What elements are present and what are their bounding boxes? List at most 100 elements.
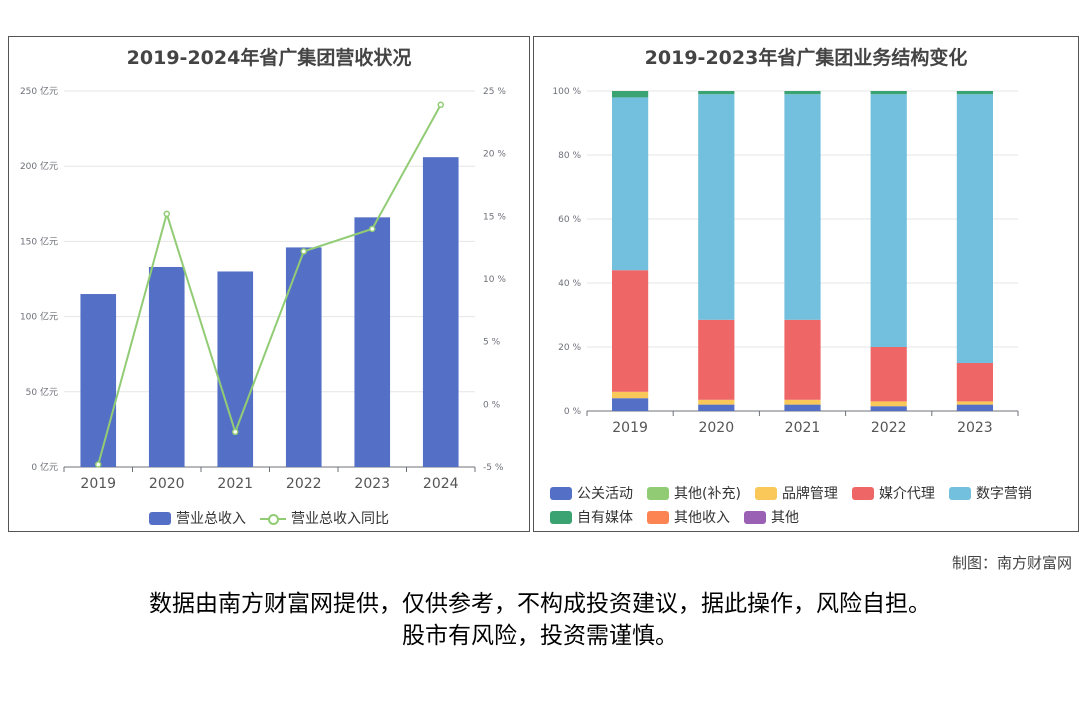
- structure-bar-segment: [611, 391, 649, 399]
- legend-item-other-supplement[interactable]: 其他(补充): [647, 483, 741, 503]
- chart-credit: 制图：南方财富网: [951, 554, 1072, 572]
- y-tick-label: 0 %: [564, 407, 582, 417]
- disclaimer-line-2: 股市有风险，投资需谨慎。: [402, 623, 678, 649]
- legend-item-other[interactable]: 其他: [744, 507, 799, 527]
- x-tick-label: 2021: [785, 420, 821, 436]
- legend-swatch: [948, 486, 971, 500]
- y-right-tick-label: -5 %: [483, 463, 504, 473]
- structure-bar-segment: [784, 94, 821, 320]
- structure-bar-segment: [611, 398, 649, 411]
- revenue-yoy-point: [369, 225, 376, 233]
- legend-item-pr-events[interactable]: 公关活动: [550, 483, 633, 503]
- legend-label: 其他: [771, 510, 799, 526]
- y-right-tick-label: 20 %: [483, 150, 506, 160]
- legend-swatch-revenue: [149, 511, 171, 525]
- structure-bar-segment: [784, 404, 821, 411]
- business-structure-chart: 0 % 20 % 40 % 60 % 80 % 100 % 2019 2020 2021 2022…: [552, 87, 1019, 436]
- y-left-tick-label: 0 亿元: [31, 461, 58, 473]
- disclaimer-line-1: 数据由南方财富网提供，仅供参考，不构成投资建议，据此操作，风险自担。: [149, 591, 931, 617]
- x-tick-label: 2023: [354, 476, 390, 492]
- legend-label: 其他(补充): [674, 486, 741, 502]
- legend-label: 其他收入: [674, 510, 730, 526]
- revenue-chart-legend: 营业总收入 营业总收入同比: [9, 508, 529, 528]
- x-tick-label: 2019: [612, 420, 648, 436]
- x-tick-label: 2022: [286, 476, 322, 492]
- y-tick-label: 80 %: [558, 151, 581, 161]
- business-structure-chart-panel: 0 % 20 % 40 % 60 % 80 % 100 % 2019 2020 2021 2022…: [533, 36, 1079, 532]
- legend-swatch: [754, 486, 777, 500]
- revenue-bar: [422, 157, 459, 467]
- legend-swatch: [744, 510, 766, 524]
- revenue-yoy-point: [437, 101, 444, 109]
- y-tick-label: 60 %: [558, 215, 581, 225]
- revenue-yoy-point: [95, 461, 102, 468]
- structure-bar-segment: [956, 94, 994, 363]
- structure-bar-segment: [611, 270, 649, 392]
- revenue-bar: [285, 247, 322, 467]
- revenue-chart-title: 2019-2024年省广集团营收状况: [126, 47, 412, 69]
- structure-bar-segment: [870, 94, 907, 347]
- structure-bar-segment: [956, 91, 994, 95]
- legend-label: 品牌管理: [781, 486, 838, 502]
- structure-bar-segment: [956, 401, 994, 405]
- revenue-yoy-point: [163, 210, 170, 218]
- structure-bar-segment: [611, 97, 649, 271]
- revenue-bar: [354, 217, 391, 467]
- y-tick-label: 20 %: [558, 343, 581, 353]
- legend-item-digital-marketing[interactable]: 数字营销: [948, 483, 1032, 503]
- structure-bar-segment: [870, 406, 907, 411]
- structure-bar-segment: [956, 404, 994, 411]
- legend-item-brand-management[interactable]: 品牌管理: [754, 483, 838, 503]
- x-tick-label: 2021: [217, 476, 253, 492]
- structure-bar-segment: [784, 319, 821, 400]
- y-right-tick-label: 5 %: [483, 338, 501, 348]
- y-tick-label: 40 %: [558, 279, 581, 289]
- legend-label-revenue-yoy: 营业总收入同比: [291, 511, 389, 527]
- y-left-tick-label: 150 亿元: [20, 235, 58, 247]
- legend-item-other-income[interactable]: 其他收入: [647, 507, 730, 527]
- y-left-tick-label: 50 亿元: [26, 386, 58, 398]
- structure-bar-segment: [698, 94, 735, 320]
- revenue-chart: 0 亿元 50 亿元 100 亿元 150 亿元 200 亿元 250 亿元 -5 % 0 %…: [20, 85, 506, 492]
- y-left-tick-label: 200 亿元: [20, 160, 58, 172]
- legend-swatch: [647, 486, 669, 500]
- legend-label: 数字营销: [975, 486, 1032, 502]
- y-tick-label: 100 %: [552, 87, 581, 97]
- x-tick-label: 2020: [149, 476, 185, 492]
- legend-swatch-revenue-yoy: [260, 512, 286, 525]
- legend-item-own-media[interactable]: 自有媒体: [550, 507, 633, 527]
- revenue-bar: [217, 271, 254, 467]
- legend-item-revenue-yoy[interactable]: 营业总收入同比: [260, 508, 389, 528]
- x-tick-label: 2023: [957, 420, 993, 436]
- legend-label: 自有媒体: [577, 510, 633, 526]
- legend-label-revenue: 营业总收入: [176, 511, 246, 527]
- structure-bar-segment: [956, 363, 994, 402]
- revenue-yoy-line: [97, 104, 442, 465]
- structure-bar-segment: [870, 347, 907, 402]
- structure-bar-segment: [784, 91, 821, 95]
- structure-bar-segment: [784, 399, 821, 405]
- business-structure-chart-title: 2019-2023年省广集团业务结构变化: [644, 47, 968, 69]
- revenue-yoy-point: [232, 428, 239, 436]
- structure-bar-segment: [698, 399, 735, 405]
- structure-bar-segment: [611, 91, 649, 98]
- structure-bar-segment: [698, 404, 735, 411]
- legend-swatch: [647, 510, 669, 524]
- legend-swatch: [851, 486, 874, 500]
- y-right-tick-label: 15 %: [483, 212, 506, 222]
- structure-bar-segment: [698, 91, 735, 95]
- revenue-chart-panel: 0 亿元 50 亿元 100 亿元 150 亿元 200 亿元 250 亿元 -5 % 0 %…: [8, 36, 530, 532]
- y-right-tick-label: 10 %: [483, 275, 506, 285]
- structure-bar-segment: [870, 401, 907, 407]
- y-left-tick-label: 100 亿元: [20, 311, 58, 323]
- structure-bar-segment: [870, 91, 907, 95]
- legend-item-media-agency[interactable]: 媒介代理: [851, 483, 935, 503]
- revenue-bar: [80, 294, 117, 467]
- legend-item-revenue[interactable]: 营业总收入: [149, 508, 246, 528]
- legend-swatch: [550, 486, 572, 500]
- x-tick-label: 2020: [698, 420, 734, 436]
- x-tick-label: 2022: [871, 420, 907, 436]
- structure-bar-segment: [698, 319, 735, 400]
- business-structure-legend: 公关活动 其他(补充) 品牌管理 媒介代理 数字营销 自有媒体 其他收入 其他: [534, 483, 1070, 527]
- y-right-tick-label: 0 %: [483, 400, 501, 410]
